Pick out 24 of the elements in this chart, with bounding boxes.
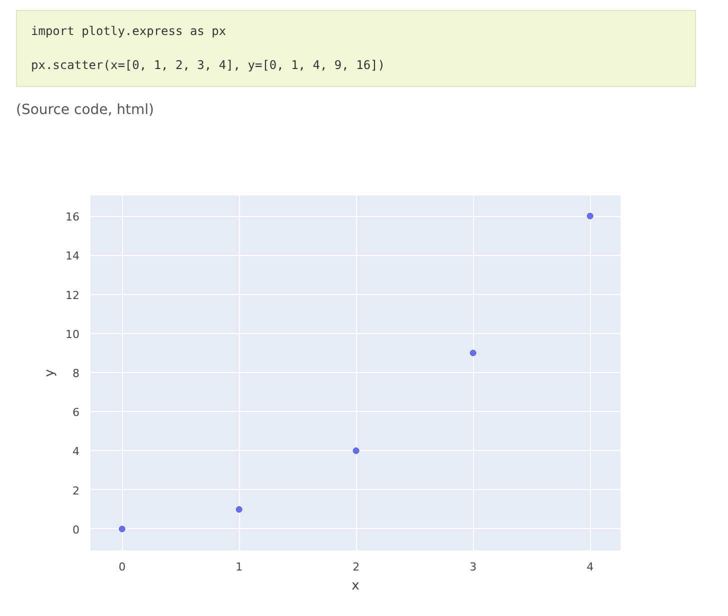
text: (Source code, html) xyxy=(16,101,154,120)
text: import plotly.express as px xyxy=(31,24,226,38)
y-tick-label: 4 xyxy=(72,445,80,458)
y-tick-label: 0 xyxy=(72,523,80,536)
y-tick-label: 14 xyxy=(66,250,80,263)
text: px.scatter(x=[0, 1, 2, 3, 4], y=[0, 1, 4, 9, 16]) xyxy=(31,58,386,72)
y-tick-label: 6 xyxy=(72,406,80,420)
y-tick-label: 2 xyxy=(72,484,80,498)
point xyxy=(586,212,594,220)
y-tick-label: 16 xyxy=(66,210,80,224)
y-tick-label: 12 xyxy=(66,288,80,302)
point xyxy=(236,506,242,513)
y-tick-label: 10 xyxy=(66,328,80,341)
y-axis-title: y xyxy=(42,368,58,377)
point xyxy=(118,526,126,532)
x-tick-label: 3 xyxy=(470,560,477,574)
x-tick-label: 1 xyxy=(236,560,243,574)
x-axis-title: x xyxy=(352,578,360,594)
point xyxy=(352,448,360,454)
x-tick-label: 4 xyxy=(586,560,594,574)
y-tick-label: 8 xyxy=(72,367,80,380)
point xyxy=(470,350,476,356)
x-tick-label: 0 xyxy=(118,560,126,574)
x-tick-label: 2 xyxy=(352,560,360,574)
